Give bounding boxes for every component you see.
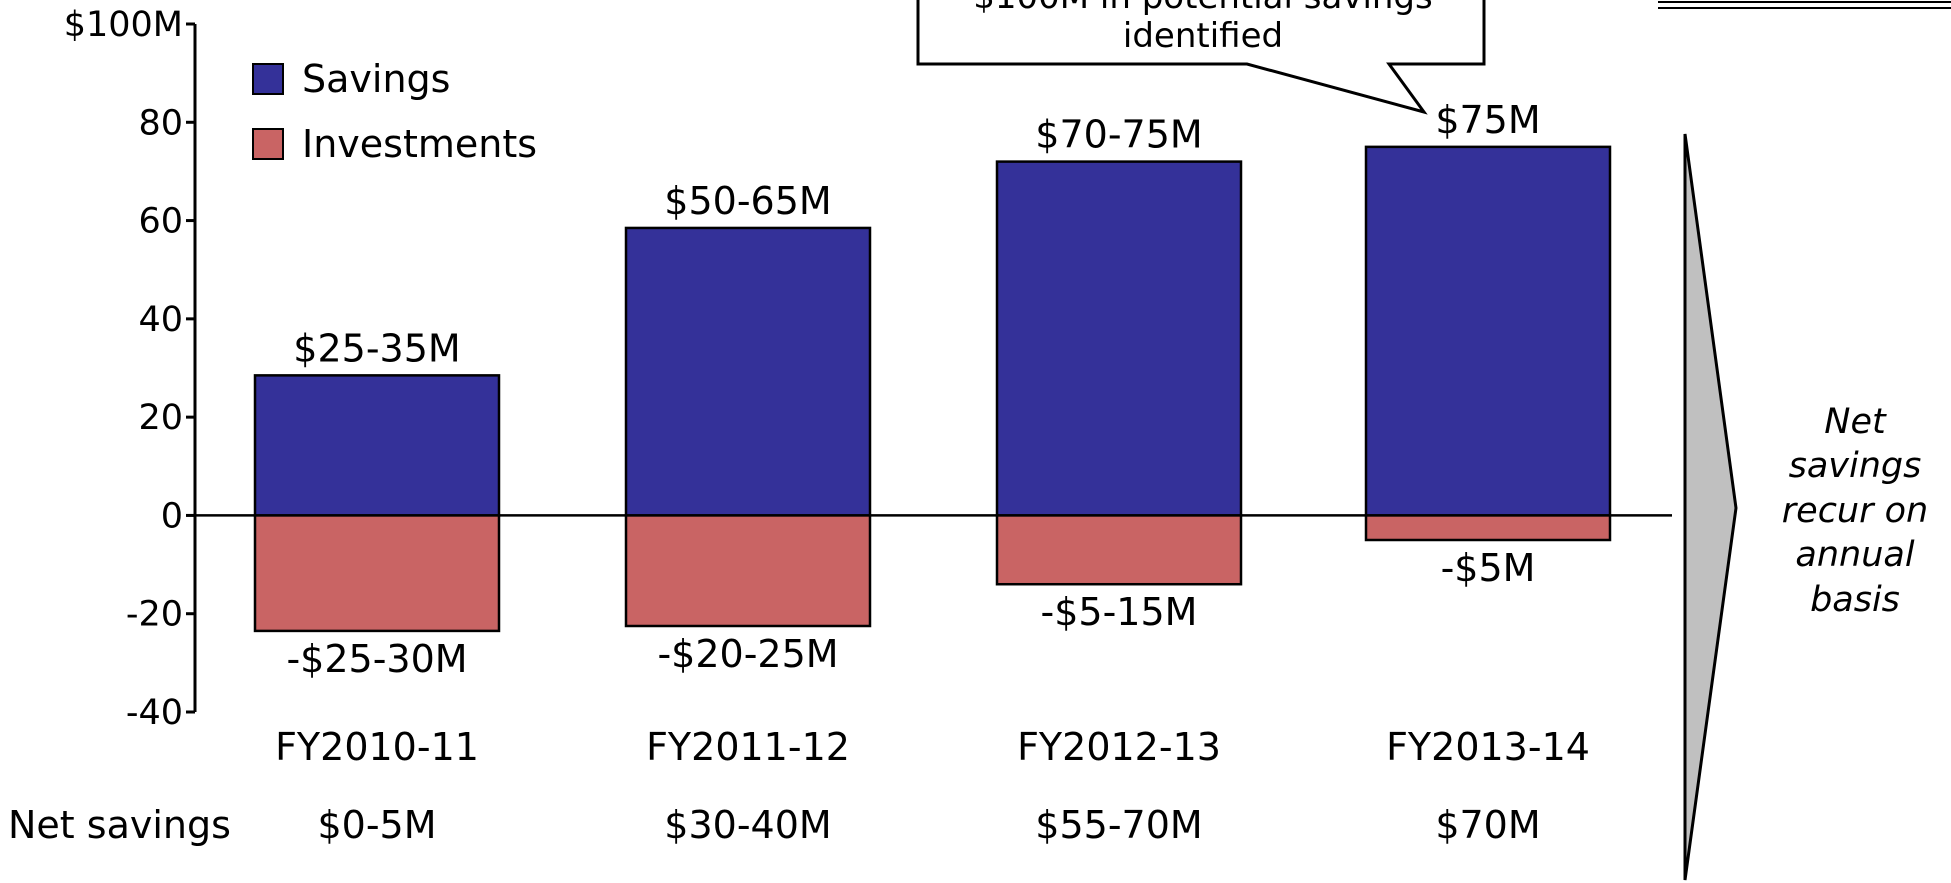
savings-callout: $100M in potential savings identified	[916, 0, 1486, 115]
y-tick-label: 40	[138, 300, 183, 340]
net-savings-value: $55-70M	[1035, 803, 1202, 847]
data-label-investments: -$25-30M	[286, 637, 467, 681]
bar-investments	[253, 514, 501, 633]
data-label-savings: $75M	[1435, 98, 1540, 142]
bar-savings	[624, 226, 872, 517]
labels: $25-35M -$25-30M FY2010-11 $50-65M -$20-25M F…	[275, 98, 1590, 769]
bar-investments	[995, 514, 1243, 586]
y-tick-label: 0	[161, 496, 183, 536]
callout-shape	[916, 0, 1486, 115]
side-note-line-2: savings	[1789, 446, 1922, 486]
y-tick-label: 20	[138, 398, 183, 438]
net-savings-value: $70M	[1435, 803, 1540, 847]
side-note-line-5: basis	[1810, 580, 1900, 620]
net-savings-row-label: Net savings	[8, 803, 231, 847]
side-note-line-3: recur on	[1782, 491, 1928, 531]
bar-savings	[253, 374, 501, 517]
bars	[253, 145, 1612, 633]
net-savings-value: $30-40M	[664, 803, 831, 847]
legend: Savings Investments	[252, 57, 537, 166]
data-label-savings: $25-35M	[293, 326, 460, 370]
callout-line-2: identified	[1123, 16, 1283, 56]
category-label: FY2010-11	[275, 725, 479, 769]
legend-swatch-savings	[252, 63, 284, 95]
y-tick-label: -40	[126, 693, 183, 733]
legend-label-investments: Investments	[302, 122, 537, 166]
bar-investments	[624, 514, 872, 628]
y-tick-label: -20	[126, 595, 183, 635]
category-label: FY2013-14	[1386, 725, 1590, 769]
bar-savings	[1364, 145, 1612, 517]
y-tick-label: $100M	[64, 5, 183, 45]
category-label: FY2011-12	[646, 725, 850, 769]
bar-investments	[1364, 514, 1612, 542]
legend-swatch-investments	[252, 128, 284, 160]
bar-savings	[995, 160, 1243, 517]
data-label-savings: $50-65M	[664, 179, 831, 223]
net-savings-values: $0-5M $30-40M $55-70M $70M	[317, 803, 1540, 847]
recurrence-arrow	[1683, 133, 1738, 881]
data-label-investments: -$5-15M	[1041, 590, 1198, 634]
corner-rule	[1658, 1, 1951, 9]
net-savings-value: $0-5M	[317, 803, 436, 847]
legend-label-savings: Savings	[302, 57, 450, 101]
category-label: FY2012-13	[1017, 725, 1221, 769]
y-tick-label: 80	[138, 103, 183, 143]
data-label-investments: -$20-25M	[657, 632, 838, 676]
callout-line-1: $100M in potential savings	[973, 0, 1432, 17]
side-note-line-1: Net	[1824, 402, 1887, 442]
y-tick-label: 60	[138, 202, 183, 242]
data-label-savings: $70-75M	[1035, 113, 1202, 157]
data-label-investments: -$5M	[1441, 546, 1536, 590]
side-note: Net savings recur on annual basis	[1782, 402, 1928, 620]
side-note-line-4: annual	[1795, 535, 1914, 575]
